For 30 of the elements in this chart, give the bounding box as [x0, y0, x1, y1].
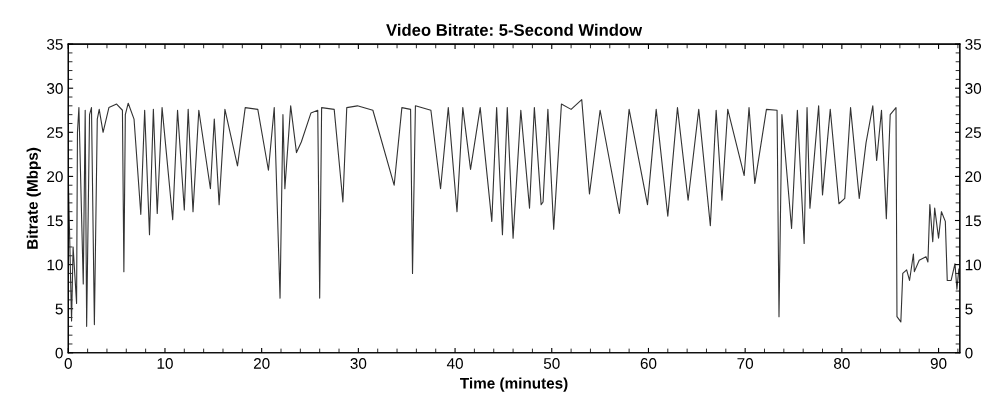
x-tick-label: 40: [446, 358, 463, 369]
x-tick-label: 20: [253, 358, 270, 369]
y-tick-label: 25: [47, 127, 63, 138]
y-axis-title: Bitrate (Mbps): [26, 147, 41, 249]
y-tick-label: 15: [47, 215, 63, 227]
y2-tick-label: 15: [965, 215, 982, 227]
line-series: [68, 99, 960, 327]
x-tick-label: 50: [543, 358, 560, 369]
y2-tick-label: 10: [965, 259, 982, 271]
y2-tick-label: 30: [965, 83, 982, 94]
x-tick-label: 10: [157, 358, 173, 369]
y-tick-label: 35: [47, 38, 63, 50]
x-axis-title: Time (minutes): [460, 377, 568, 392]
y2-tick-label: 5: [965, 303, 973, 315]
y2-tick-label: 35: [965, 38, 982, 50]
y-tick-label: 0: [55, 347, 63, 359]
y2-tick-label: 20: [965, 171, 982, 183]
y-tick-label: 20: [47, 171, 63, 183]
y2-tick-label: 25: [965, 127, 982, 138]
y-tick-label: 5: [55, 303, 63, 315]
chart-title: Video Bitrate: 5-Second Window: [386, 23, 643, 36]
x-tick-label: 30: [350, 358, 367, 369]
y-tick-label: 10: [47, 259, 63, 271]
x-tick-label: 90: [930, 358, 947, 369]
y-tick-label: 30: [47, 83, 63, 94]
x-tick-label: 60: [640, 358, 657, 369]
x-tick-label: 70: [737, 358, 754, 369]
x-tick-label: 80: [834, 358, 850, 369]
x-tick-label: 0: [64, 358, 72, 369]
y2-tick-label: 0: [965, 347, 973, 359]
